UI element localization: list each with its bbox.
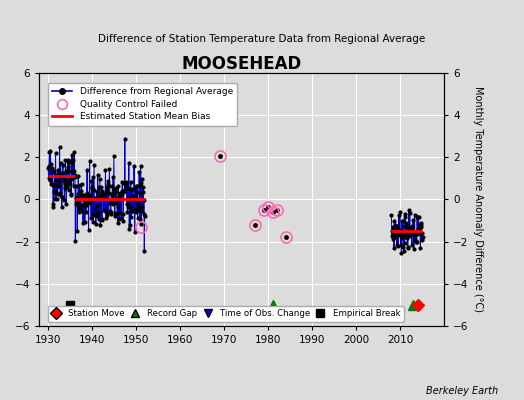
Legend: Station Move, Record Gap, Time of Obs. Change, Empirical Break: Station Move, Record Gap, Time of Obs. C… <box>48 306 403 322</box>
Text: Difference of Station Temperature Data from Regional Average: Difference of Station Temperature Data f… <box>99 34 425 44</box>
Y-axis label: Monthly Temperature Anomaly Difference (°C): Monthly Temperature Anomaly Difference (… <box>473 86 483 312</box>
Text: Berkeley Earth: Berkeley Earth <box>425 386 498 396</box>
Title: MOOSEHEAD: MOOSEHEAD <box>182 55 302 73</box>
